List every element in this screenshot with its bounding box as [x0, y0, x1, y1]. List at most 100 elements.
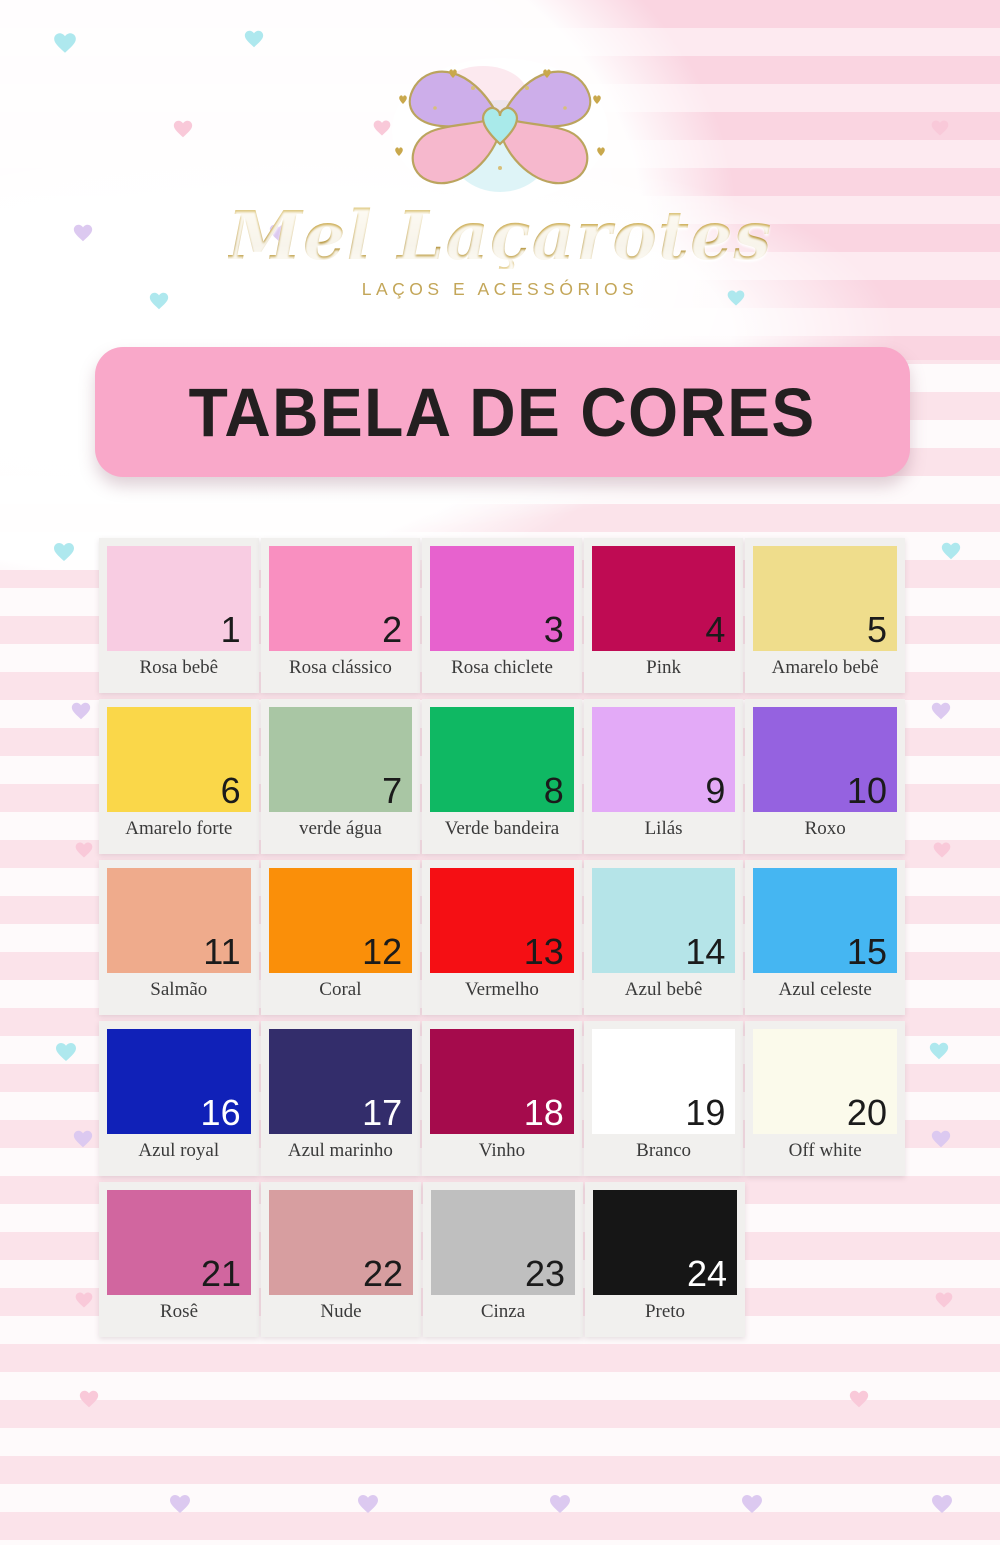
color-swatch: 16 — [107, 1029, 251, 1134]
heart-icon — [934, 1290, 954, 1310]
heart-icon — [356, 1492, 380, 1516]
color-number: 23 — [524, 1253, 565, 1294]
color-swatch: 7 — [268, 707, 413, 812]
color-label: verde água — [298, 818, 382, 839]
heart-icon — [74, 840, 94, 860]
color-card[interactable]: 8 Verde bandeira — [422, 699, 582, 854]
color-swatch-grid: 1 Rosa bebê 2 Rosa clássico 3 Rosa chiclete 4 P… — [99, 538, 905, 1337]
heart-icon — [52, 30, 78, 56]
color-label: Off white — [788, 1140, 862, 1161]
color-card[interactable]: 14 Azul bebê — [583, 860, 744, 1015]
page-title-banner: TABELA DE CORES — [95, 347, 910, 477]
heart-icon — [928, 1040, 950, 1062]
color-swatch: 13 — [430, 868, 574, 973]
color-card[interactable]: 18 Vinho — [422, 1021, 582, 1176]
heart-icon — [70, 700, 92, 722]
color-swatch: 19 — [591, 1029, 736, 1134]
color-swatch: 3 — [430, 546, 574, 651]
color-number: 1 — [220, 609, 241, 650]
color-label: Amarelo bebê — [771, 657, 879, 678]
color-label: Azul marinho — [287, 1140, 393, 1161]
color-row: 16 Azul royal 17 Azul marinho 18 Vinho 19 Branc… — [99, 1021, 905, 1176]
color-number: 19 — [685, 1092, 726, 1133]
color-label: Vinho — [478, 1140, 526, 1161]
color-row: 1 Rosa bebê 2 Rosa clássico 3 Rosa chiclete 4 P… — [99, 538, 905, 693]
color-label: Verde bandeira — [444, 818, 560, 839]
color-card[interactable]: 1 Rosa bebê — [99, 538, 259, 693]
heart-icon — [72, 222, 94, 244]
color-swatch: 8 — [430, 707, 574, 812]
heart-icon — [268, 222, 290, 244]
heart-icon — [548, 1492, 572, 1516]
color-card[interactable]: 6 Amarelo forte — [99, 699, 259, 854]
color-card[interactable]: 2 Rosa clássico — [260, 538, 421, 693]
color-swatch: 18 — [430, 1029, 574, 1134]
heart-icon — [172, 118, 194, 140]
color-card[interactable]: 13 Vermelho — [422, 860, 582, 1015]
color-label: Azul celeste — [778, 979, 872, 1000]
color-card[interactable]: 9 Lilás — [583, 699, 744, 854]
color-card[interactable]: 12 Coral — [260, 860, 421, 1015]
heart-icon — [940, 540, 962, 562]
color-card[interactable]: 16 Azul royal — [99, 1021, 259, 1176]
heart-icon — [74, 1290, 94, 1310]
color-swatch: 14 — [591, 868, 736, 973]
color-number: 4 — [705, 609, 726, 650]
color-swatch: 9 — [591, 707, 736, 812]
color-label: Rosa bebê — [139, 657, 219, 678]
color-row: 21 Rosê 22 Nude 23 Cinza 24 Preto — [99, 1182, 905, 1337]
color-number: 12 — [362, 931, 403, 972]
heart-icon — [243, 28, 265, 50]
color-card[interactable]: 17 Azul marinho — [260, 1021, 421, 1176]
color-swatch: 4 — [591, 546, 736, 651]
color-number: 11 — [203, 931, 241, 972]
color-swatch: 17 — [268, 1029, 413, 1134]
heart-icon — [726, 288, 746, 308]
heart-icon — [932, 840, 952, 860]
color-card[interactable]: 15 Azul celeste — [745, 860, 905, 1015]
heart-icon — [372, 118, 392, 138]
color-number: 3 — [543, 609, 564, 650]
color-label: Amarelo forte — [125, 818, 233, 839]
color-swatch: 2 — [268, 546, 413, 651]
color-card[interactable]: 22 Nude — [261, 1182, 421, 1337]
color-card[interactable]: 19 Branco — [583, 1021, 744, 1176]
color-label: Roxo — [804, 818, 846, 839]
heart-icon — [148, 290, 170, 312]
color-number: 6 — [220, 770, 241, 811]
color-card[interactable]: 11 Salmão — [99, 860, 259, 1015]
color-label: Rosê — [160, 1301, 198, 1322]
color-number: 21 — [200, 1253, 241, 1294]
color-row: 11 Salmão 12 Coral 13 Vermelho 14 Azul bebê 15 Az… — [99, 860, 905, 1015]
heart-icon — [78, 1388, 100, 1410]
color-number: 17 — [362, 1092, 403, 1133]
color-swatch: 20 — [753, 1029, 897, 1134]
color-swatch: 23 — [431, 1190, 575, 1295]
color-label: Preto — [644, 1301, 686, 1322]
color-swatch: 12 — [268, 868, 413, 973]
color-label: Azul royal — [138, 1140, 220, 1161]
color-swatch: 15 — [753, 868, 897, 973]
color-swatch: 21 — [107, 1190, 251, 1295]
color-row: 6 Amarelo forte 7 verde água 8 Verde bandeira… — [99, 699, 905, 854]
heart-icon — [72, 1128, 94, 1150]
color-label: Rosa chiclete — [451, 657, 553, 678]
color-card[interactable]: 24 Preto — [585, 1182, 745, 1337]
color-label: Vermelho — [465, 979, 539, 1000]
color-card[interactable]: 21 Rosê — [99, 1182, 259, 1337]
color-card[interactable]: 5 Amarelo bebê — [745, 538, 905, 693]
heart-icon — [930, 1128, 952, 1150]
color-card[interactable]: 20 Off white — [745, 1021, 905, 1176]
color-number: 22 — [362, 1253, 403, 1294]
color-card[interactable]: 3 Rosa chiclete — [422, 538, 582, 693]
color-card[interactable]: 4 Pink — [583, 538, 744, 693]
heart-icon — [52, 540, 76, 564]
heart-icon — [740, 1492, 764, 1516]
color-label: Branco — [636, 1140, 692, 1161]
color-label: Nude — [320, 1301, 362, 1322]
color-card[interactable]: 7 verde água — [260, 699, 421, 854]
color-label: Coral — [319, 979, 362, 1000]
color-card[interactable]: 10 Roxo — [745, 699, 905, 854]
color-card[interactable]: 23 Cinza — [423, 1182, 583, 1337]
color-number: 7 — [382, 770, 403, 811]
